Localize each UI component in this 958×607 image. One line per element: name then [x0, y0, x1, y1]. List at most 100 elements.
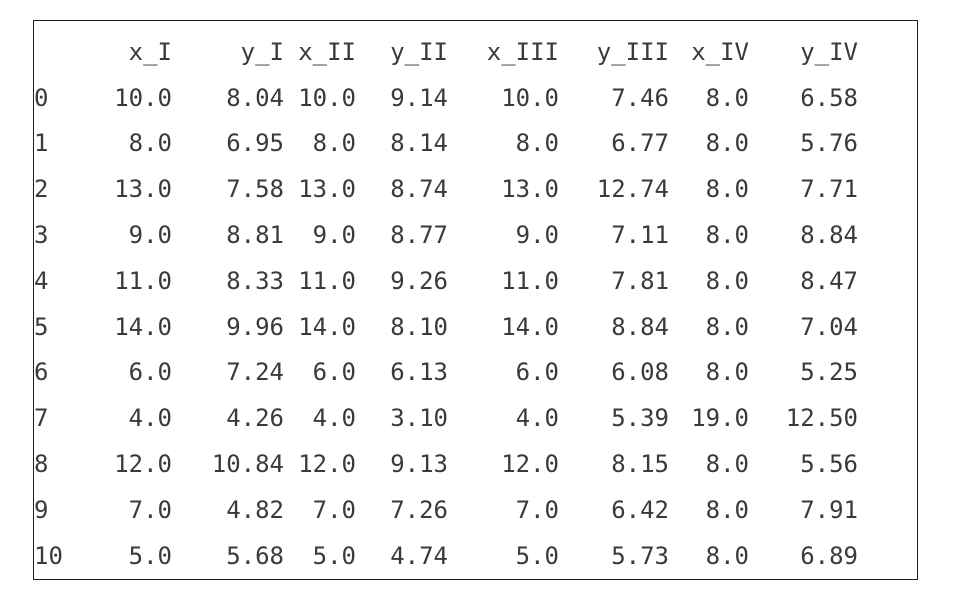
dataframe-output: x_I y_I x_II y_II x_III y_III x_IV y_IV …	[33, 20, 918, 580]
table-cell: 6.08	[611, 358, 669, 387]
table-cell: 5.68	[226, 541, 284, 570]
table-cell: 6.89	[800, 541, 858, 570]
table-cell: 5.73	[611, 541, 669, 570]
table-cell: 4.74	[390, 541, 448, 570]
column-header: x_IV	[691, 37, 749, 66]
table-cell: 8.33	[226, 266, 284, 295]
table-cell: 7.0	[515, 495, 559, 524]
row-index: 10	[34, 541, 63, 570]
table-cell: 7.91	[800, 495, 858, 524]
table-cell: 6.77	[611, 129, 669, 158]
table-cell: 5.39	[611, 404, 669, 433]
table-cell: 5.0	[128, 541, 172, 570]
table-cell: 5.25	[800, 358, 858, 387]
column-header: x_II	[298, 37, 356, 66]
table-cell: 7.11	[611, 221, 669, 250]
row-index: 5	[34, 312, 49, 341]
table-cell: 14.0	[114, 312, 172, 341]
table-row: 1 8.0 6.95 8.0 8.14 8.0 6.77 8.0 5.76	[34, 121, 858, 167]
table-cell: 10.0	[501, 83, 559, 112]
table-cell: 7.24	[226, 358, 284, 387]
table-cell: 8.77	[390, 221, 448, 250]
table-cell: 6.0	[312, 358, 356, 387]
table-cell: 11.0	[298, 266, 356, 295]
row-index: 1	[34, 129, 49, 158]
table-row: 0 10.0 8.04 10.0 9.14 10.0 7.46 8.0 6.58	[34, 75, 858, 121]
column-header: x_I	[128, 37, 172, 66]
table-row: 3 9.0 8.81 9.0 8.77 9.0 7.11 8.0 8.84	[34, 212, 858, 258]
column-header: y_III	[596, 37, 669, 66]
table-cell: 8.0	[705, 266, 749, 295]
table-row: 5 14.0 9.96 14.0 8.10 14.0 8.84 8.0 7.04	[34, 304, 858, 350]
table-cell: 8.0	[705, 175, 749, 204]
table-cell: 9.14	[390, 83, 448, 112]
table-cell: 5.56	[800, 450, 858, 479]
table-cell: 6.0	[515, 358, 559, 387]
table-cell: 13.0	[501, 175, 559, 204]
table-cell: 8.0	[515, 129, 559, 158]
table-cell: 8.47	[800, 266, 858, 295]
row-index: 8	[34, 450, 49, 479]
table-cell: 8.15	[611, 450, 669, 479]
table-cell: 9.96	[226, 312, 284, 341]
table-cell: 7.71	[800, 175, 858, 204]
table-cell: 12.50	[785, 404, 858, 433]
table-row: 8 12.0 10.84 12.0 9.13 12.0 8.15 8.0 5.56	[34, 441, 858, 487]
table-cell: 8.0	[705, 221, 749, 250]
table-row: 6 6.0 7.24 6.0 6.13 6.0 6.08 8.0 5.25	[34, 350, 858, 396]
table-cell: 14.0	[298, 312, 356, 341]
column-header: y_IV	[800, 37, 858, 66]
table-cell: 6.95	[226, 129, 284, 158]
table-cell: 10.84	[211, 450, 284, 479]
table-cell: 7.26	[390, 495, 448, 524]
table-cell: 9.0	[128, 221, 172, 250]
column-header: x_III	[486, 37, 559, 66]
table-cell: 8.0	[128, 129, 172, 158]
table-cell: 8.0	[312, 129, 356, 158]
table-cell: 6.42	[611, 495, 669, 524]
table-row: 4 11.0 8.33 11.0 9.26 11.0 7.81 8.0 8.47	[34, 258, 858, 304]
table-cell: 9.13	[390, 450, 448, 479]
table-body: 0 10.0 8.0 4 10.0 9.14 10.0 7.46 8.0 6.58 1 8.0 6.95…	[34, 75, 858, 579]
row-index: 6	[34, 358, 49, 387]
table-cell: 8.0	[705, 495, 749, 524]
table-cell: 7.0	[128, 495, 172, 524]
table-cell: 7.81	[611, 266, 669, 295]
table-cell: 7.46	[611, 83, 669, 112]
table-cell: 6.58	[800, 83, 858, 112]
index-header	[34, 29, 102, 75]
row-index: 7	[34, 404, 49, 433]
table-cell: 10.0	[298, 83, 356, 112]
table-cell: 7.04	[800, 312, 858, 341]
table-row: 7 4.0 4.26 4.0 3.10 4.0 5.39 19.0 12.50	[34, 395, 858, 441]
row-index: 9	[34, 495, 49, 524]
table-cell: 8.0	[705, 358, 749, 387]
table-cell: 8.81	[226, 221, 284, 250]
row-index: 0	[34, 83, 49, 112]
table-cell: 10.0	[114, 83, 172, 112]
table-cell: 8.0	[705, 450, 749, 479]
header-row: x_I y_I x_II y_II x_III y_III x_IV y_IV	[34, 29, 858, 75]
row-index: 2	[34, 175, 49, 204]
row-index: 3	[34, 221, 49, 250]
table-row: 2 13.0 7.58 13.0 8.74 13.0 12.74 8.0 7.71	[34, 166, 858, 212]
table-cell: 7.0	[312, 495, 356, 524]
table-cell: 12.0	[501, 450, 559, 479]
table-cell: 11.0	[501, 266, 559, 295]
table-cell: 8.0	[705, 129, 749, 158]
table-cell: 12.74	[596, 175, 669, 204]
table-cell: 5.0	[515, 541, 559, 570]
table-cell: 8.74	[390, 175, 448, 204]
table-cell: 12.0	[114, 450, 172, 479]
data-table: x_I y_I x_II y_II x_III y_III x_IV y_IV …	[34, 29, 858, 579]
table-row: 9 7.0 4.82 7.0 7.26 7.0 6.42 8.0 7.91	[34, 487, 858, 533]
table-cell: 13.0	[114, 175, 172, 204]
table-cell: 6.0	[128, 358, 172, 387]
column-header: y_II	[390, 37, 448, 66]
table-cell: 9.0	[515, 221, 559, 250]
column-header: y_I	[240, 37, 284, 66]
table-cell: 14.0	[501, 312, 559, 341]
row-index: 4	[34, 266, 49, 295]
table-cell: 5.76	[800, 129, 858, 158]
table-cell: 19.0	[691, 404, 749, 433]
